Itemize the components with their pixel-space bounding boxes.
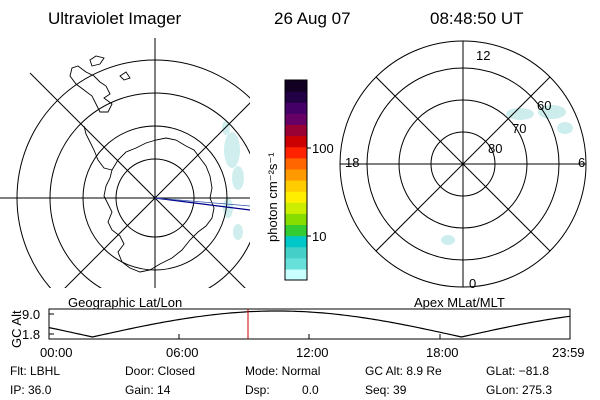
auroral-emission-left: [222, 121, 244, 240]
colorbar: [284, 79, 311, 281]
colorbar-frame: [284, 79, 308, 281]
colorbar-band: [285, 191, 307, 203]
mode-readout: Mode: Normal: [245, 364, 321, 378]
colorbar-band: [285, 91, 307, 103]
gain-readout: Gain: 14: [125, 383, 171, 397]
terminator-line: [154, 197, 250, 211]
terminator-line: [154, 197, 250, 207]
altitude-xtick-1200: 12:00: [296, 345, 329, 360]
time-label: 08:48:50 UT: [430, 9, 524, 28]
colorbar-band: [285, 146, 307, 159]
colorbar-band: [285, 224, 307, 237]
antarctica-coastline: [103, 137, 215, 273]
island-coastline: [119, 71, 131, 81]
door-readout: Door: Closed: [125, 364, 196, 378]
mlt-label-6: 6: [578, 155, 586, 170]
colorbar-band: [285, 202, 307, 214]
colorbar-band: [285, 235, 307, 248]
colorbar-gradient: [285, 80, 307, 281]
altitude-xtick-0000: 00:00: [40, 345, 73, 360]
date-label: 26 Aug 07: [274, 9, 351, 28]
magnetic-map: [339, 40, 587, 288]
colorbar-band: [285, 168, 307, 181]
altitude-xtick-0600: 06:00: [166, 345, 199, 360]
south-america-coastline: [69, 65, 113, 113]
dsp-label: Dsp:: [245, 383, 270, 397]
ip-readout: IP: 36.0: [10, 383, 52, 397]
mlt-label-0: 0: [469, 276, 477, 291]
right-panel-caption: Apex MLat/MLT: [414, 295, 505, 310]
mlt-lines: [340, 41, 586, 287]
longitude-lines: [0, 38, 250, 288]
mlat-label-60: 60: [537, 98, 552, 113]
colorbar-band: [285, 180, 307, 192]
colorbar-label-100: 100: [312, 141, 334, 156]
glon-readout: GLon: 275.3: [486, 383, 553, 397]
glat-readout: GLat: −81.8: [486, 364, 550, 378]
altitude-xtick-1800: 18:00: [426, 345, 459, 360]
geographic-map: [0, 38, 250, 288]
mlat-label-80: 80: [488, 141, 503, 156]
island-coastline: [89, 55, 105, 67]
altitude-xtick-2359: 23:59: [552, 345, 585, 360]
filter-readout: Flt: LBHL: [10, 364, 61, 378]
colorbar-band: [285, 246, 307, 259]
colorbar-band: [285, 257, 307, 270]
gc-alt-readout: GC Alt: 8.9 Re: [365, 364, 442, 378]
colorbar-unit-label: photon cm⁻²s⁻¹: [265, 152, 280, 242]
auroral-emission-right: [441, 105, 573, 245]
altitude-plot: [48, 308, 571, 340]
mlt-label-12: 12: [476, 48, 491, 63]
colorbar-band: [285, 135, 307, 148]
mlt-label-18: 18: [345, 155, 360, 170]
colorbar-band: [285, 157, 307, 170]
colorbar-band: [285, 80, 307, 92]
colorbar-band: [285, 268, 307, 281]
altitude-plot-ticks: [49, 313, 441, 339]
dsp-value: 0.0: [302, 383, 319, 397]
altitude-ytick-1-8: 1.8: [22, 327, 41, 342]
seq-readout: Seq: 39: [365, 383, 407, 397]
colorbar-band: [285, 102, 307, 114]
colorbar-label-10: 10: [312, 229, 327, 244]
mlat-label-70: 70: [512, 121, 527, 136]
colorbar-band: [285, 124, 307, 137]
instrument-title: Ultraviolet Imager: [48, 9, 182, 28]
altitude-curve: [49, 310, 570, 338]
left-panel-caption: Geographic Lat/Lon: [68, 295, 183, 310]
colorbar-band: [285, 113, 307, 126]
colorbar-band: [285, 213, 307, 226]
altitude-ytick-9: 9.0: [22, 307, 41, 322]
antarctic-peninsula: [83, 125, 113, 171]
